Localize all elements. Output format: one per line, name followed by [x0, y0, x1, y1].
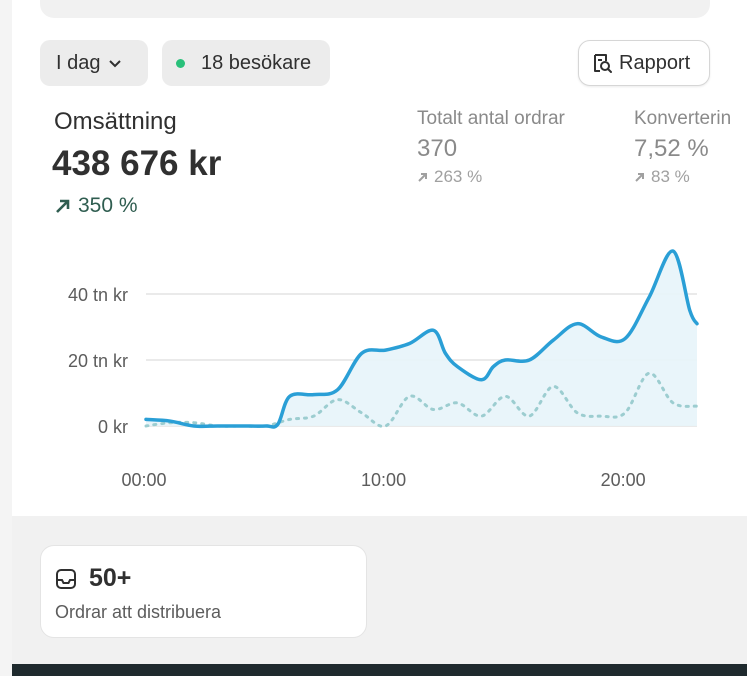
arrow-up-right-icon [418, 173, 427, 182]
series-area-fill [146, 250, 697, 427]
arrow-up-right-icon [635, 173, 644, 182]
orders-metric-change-value: 263 % [434, 167, 483, 186]
report-button-label: Rapport [619, 51, 691, 74]
x-tick-label: 00:00 [121, 470, 166, 490]
revenue-series-line [144, 249, 699, 429]
report-button[interactable]: Rapport [578, 40, 710, 86]
y-tick-label: 20 tn kr [68, 351, 128, 371]
y-tick-label: 0 kr [98, 417, 128, 437]
conversion-metric-value: 7,52 % [634, 135, 709, 162]
main-metric-change: 350 % [54, 194, 138, 218]
comparison-series-line [144, 371, 699, 428]
arrow-up-right-icon [56, 199, 70, 213]
chevron-down-icon [108, 52, 122, 75]
main-metric-label: Omsättning [54, 108, 177, 135]
y-tick-label: 40 tn kr [68, 285, 128, 305]
orders-metric-label: Totalt antal ordrar [417, 108, 565, 129]
orders-metric-change: 263 % [417, 167, 482, 187]
green-dot-icon [176, 58, 185, 68]
x-tick-label: 10:00 [361, 470, 406, 490]
orders-to-fulfill-label: Ordrar att distribuera [55, 602, 222, 622]
x-tick-label: 20:00 [601, 470, 646, 490]
report-search-icon [594, 54, 612, 73]
revenue-chart: 40 tn kr 20 tn kr 0 kr 00:00 10:00 20:00 [68, 249, 699, 490]
top-card [40, 0, 710, 18]
inbox-icon [55, 568, 77, 595]
orders-to-fulfill-card[interactable]: 50+ Ordrar att distribuera [40, 545, 367, 638]
main-metric-value: 438 676 kr [52, 144, 222, 183]
bottom-bar [12, 664, 747, 676]
orders-to-fulfill-count: 50+ [89, 564, 132, 592]
orders-metric-value: 370 [417, 135, 458, 162]
date-filter-button[interactable]: I dag [40, 40, 148, 86]
conversion-metric-change-value: 83 % [651, 167, 690, 186]
visitors-badge[interactable]: 18 besökare [162, 40, 330, 86]
conversion-metric-change: 83 % [634, 167, 690, 187]
conversion-metric-label: Konverterin [634, 108, 732, 129]
left-strip [0, 0, 12, 676]
main-metric-change-value: 350 % [78, 194, 138, 217]
date-filter-label: I dag [56, 51, 101, 74]
visitors-label: 18 besökare [201, 51, 312, 74]
